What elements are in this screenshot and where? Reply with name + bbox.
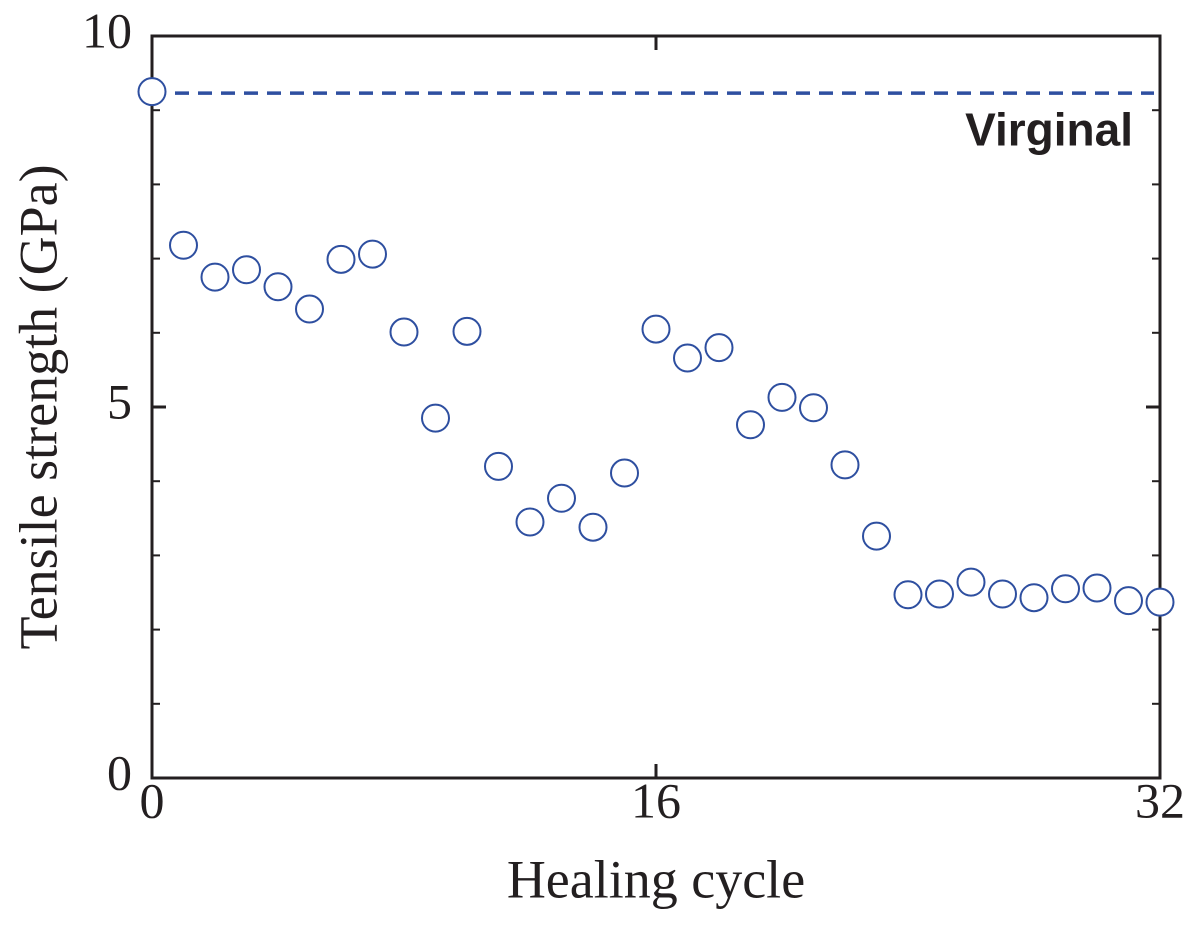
reference-label: Virginal bbox=[965, 103, 1133, 155]
point bbox=[421, 403, 450, 433]
point bbox=[767, 382, 797, 412]
point bbox=[200, 262, 230, 292]
point bbox=[547, 483, 576, 513]
point bbox=[799, 393, 828, 423]
point bbox=[925, 579, 954, 609]
point bbox=[169, 230, 198, 260]
point bbox=[232, 255, 261, 285]
point bbox=[704, 333, 734, 363]
point bbox=[641, 314, 671, 344]
point bbox=[326, 244, 356, 274]
point bbox=[358, 239, 387, 269]
point bbox=[295, 294, 324, 324]
point bbox=[1051, 574, 1080, 604]
point bbox=[830, 450, 860, 480]
point bbox=[137, 77, 167, 107]
point bbox=[1082, 573, 1112, 603]
point bbox=[452, 316, 482, 346]
point bbox=[578, 512, 608, 542]
point bbox=[1019, 583, 1049, 613]
point bbox=[484, 451, 513, 481]
point bbox=[956, 567, 986, 597]
point bbox=[1145, 587, 1175, 617]
x-tick-label: 0 bbox=[140, 772, 165, 828]
x-tick-label: 32 bbox=[1135, 772, 1185, 828]
y-tick-label: 5 bbox=[107, 373, 132, 429]
x-tick-label: 16 bbox=[631, 772, 681, 828]
point bbox=[389, 317, 419, 347]
x-axis-label: Healing cycle bbox=[507, 849, 805, 909]
point bbox=[673, 343, 702, 373]
point bbox=[736, 410, 765, 440]
point bbox=[893, 580, 923, 610]
y-tick-label: 0 bbox=[107, 744, 132, 800]
point bbox=[263, 272, 293, 302]
point bbox=[610, 458, 639, 488]
point bbox=[862, 521, 891, 551]
point bbox=[1114, 586, 1143, 616]
point bbox=[988, 579, 1017, 609]
point bbox=[515, 507, 545, 537]
y-axis-label: Tensile strength (GPa) bbox=[8, 164, 68, 649]
y-tick-label: 10 bbox=[82, 2, 132, 58]
